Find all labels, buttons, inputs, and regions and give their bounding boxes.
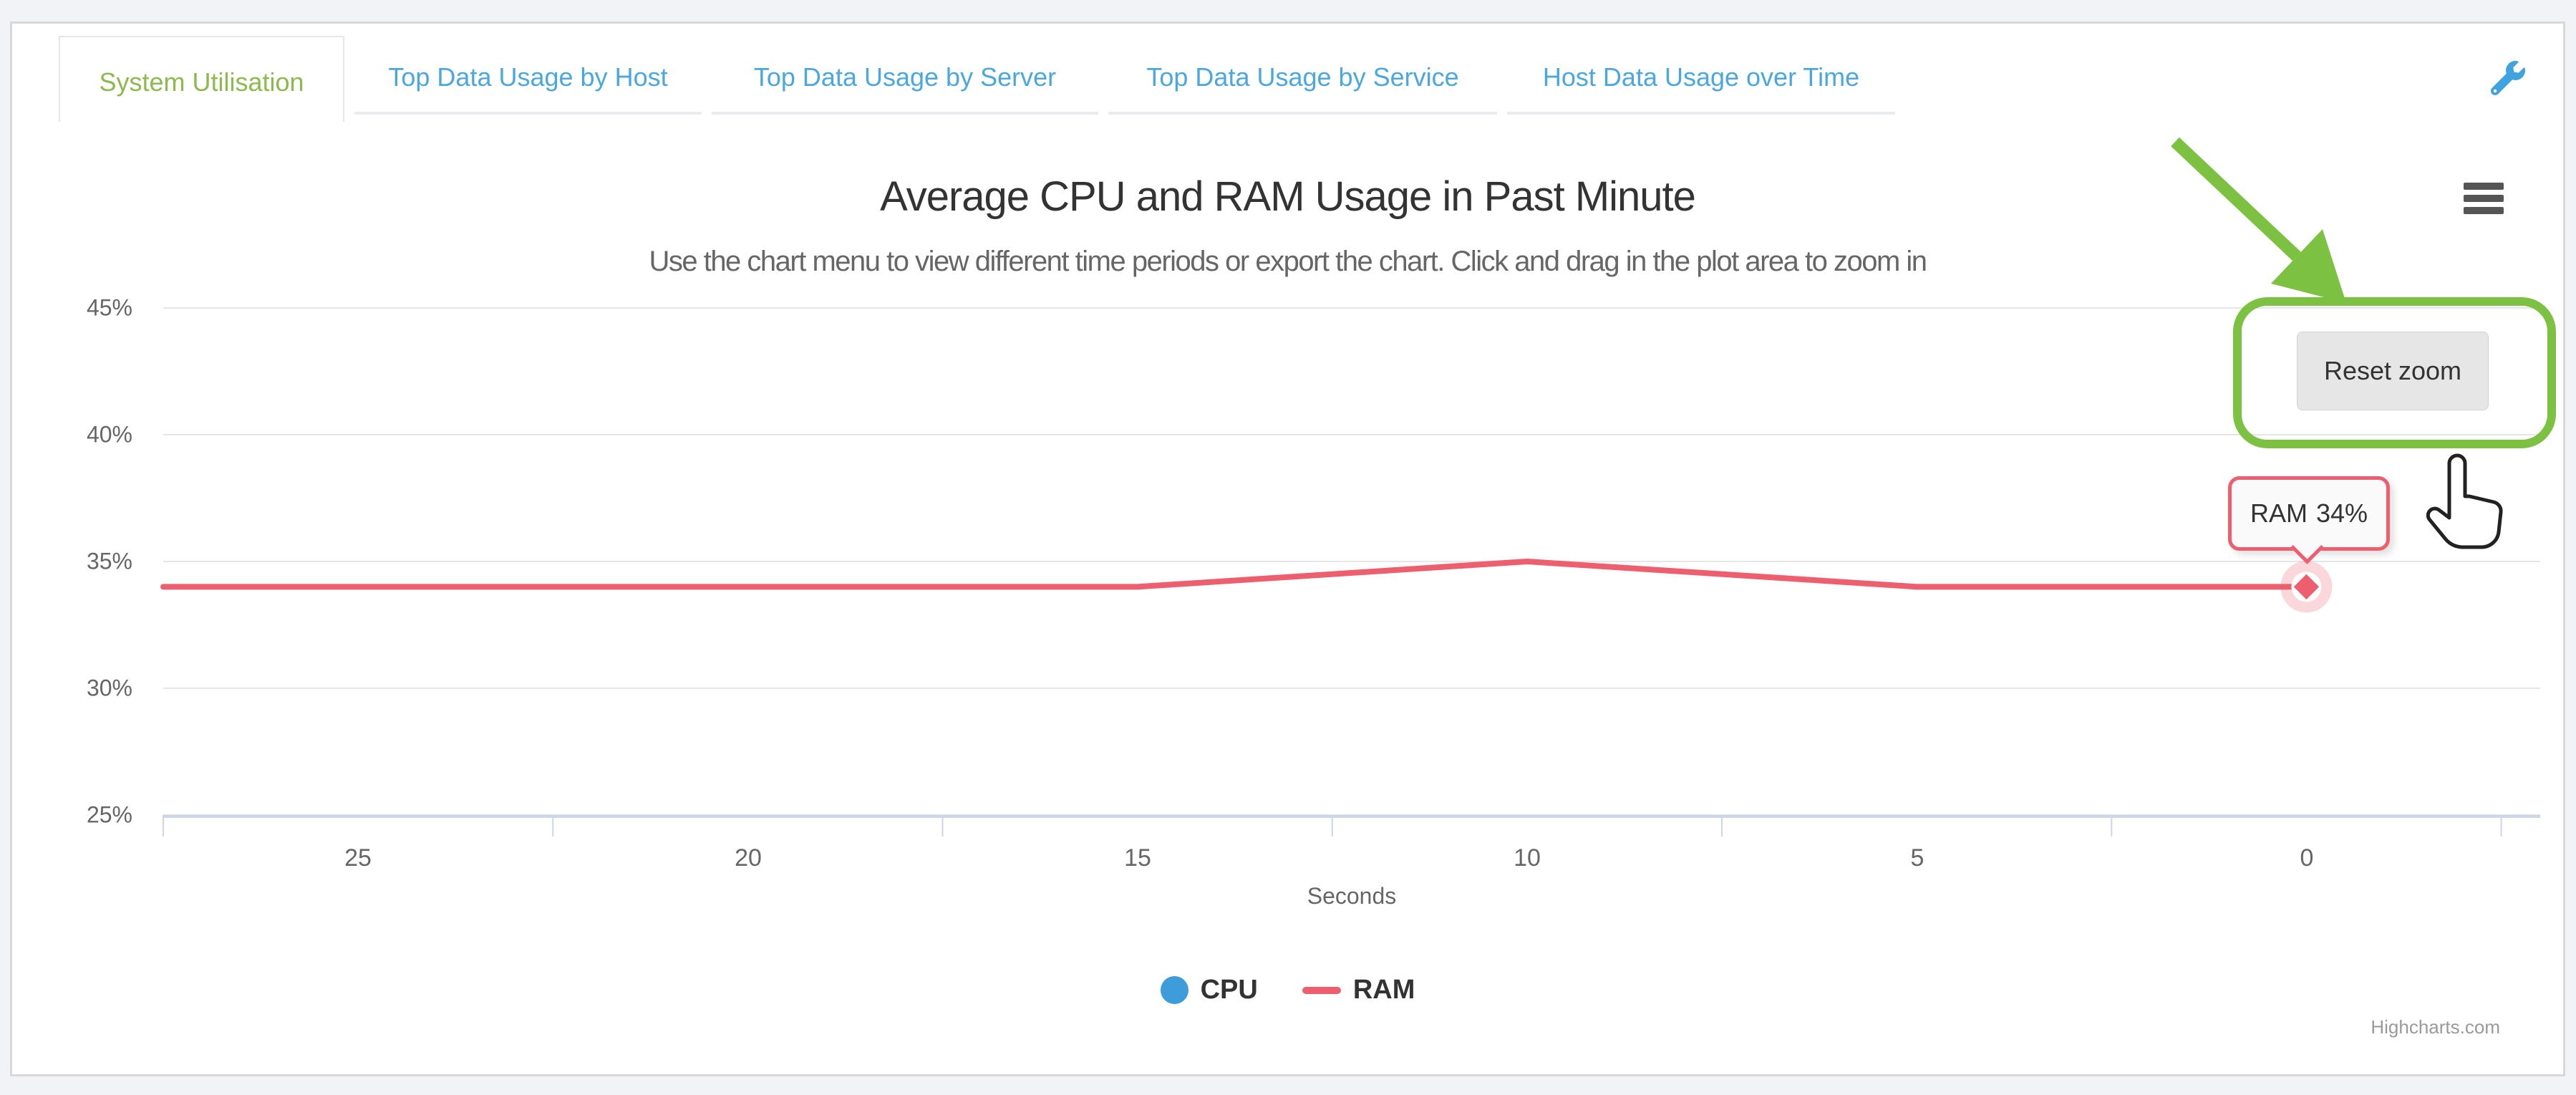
ram-series-marker-icon <box>1302 986 1341 994</box>
chart-subtitle: Use the chart menu to view different tim… <box>649 246 1927 277</box>
legend-item-ram[interactable]: RAM <box>1302 975 1415 1005</box>
x-tick-label: 0 <box>2300 844 2314 872</box>
wrench-icon[interactable] <box>2490 61 2525 96</box>
reset-zoom-button[interactable]: Reset zoom <box>2297 332 2489 410</box>
legend: CPU RAM <box>12 975 2563 1005</box>
tab-top-data-usage-by-host[interactable]: Top Data Usage by Host <box>354 36 702 115</box>
x-tick-label: 15 <box>1124 844 1151 872</box>
plot-area[interactable] <box>12 24 2563 1074</box>
y-tick-label: 25% <box>86 801 132 828</box>
tab-system-utilisation[interactable]: System Utilisation <box>59 36 344 122</box>
chart-title: Average CPU and RAM Usage in Past Minute <box>880 173 1696 220</box>
x-tick-label: 25 <box>344 844 372 872</box>
legend-item-cpu[interactable]: CPU <box>1160 975 1258 1005</box>
x-tick-label: 5 <box>1910 844 1924 872</box>
x-tick-label: 10 <box>1514 844 1541 872</box>
tooltip-series-name: RAM <box>2250 498 2308 528</box>
tab-bar: System Utilisation Top Data Usage by Hos… <box>59 36 1895 122</box>
highcharts-credits-link[interactable]: Highcharts.com <box>2371 1016 2500 1038</box>
tab-top-data-usage-by-server[interactable]: Top Data Usage by Server <box>712 36 1098 115</box>
hamburger-icon[interactable] <box>2464 183 2504 214</box>
y-tick-label: 45% <box>86 294 132 321</box>
x-axis-title: Seconds <box>1307 883 1397 909</box>
tab-host-data-usage-over-time[interactable]: Host Data Usage over Time <box>1507 36 1895 115</box>
y-tick-label: 40% <box>86 421 132 448</box>
y-tick-label: 35% <box>86 548 132 574</box>
legend-label-ram: RAM <box>1352 975 1415 1005</box>
tab-top-data-usage-by-service[interactable]: Top Data Usage by Service <box>1108 36 1497 115</box>
legend-label-cpu: CPU <box>1200 975 1258 1005</box>
cpu-series-marker-icon <box>1160 976 1188 1004</box>
chart-tooltip: RAM 34% <box>2228 476 2390 564</box>
y-tick-label: 30% <box>86 675 132 701</box>
chart-card: System Utilisation Top Data Usage by Hos… <box>10 21 2565 1076</box>
tooltip-value: 34% <box>2315 498 2368 528</box>
x-tick-label: 20 <box>735 844 762 872</box>
